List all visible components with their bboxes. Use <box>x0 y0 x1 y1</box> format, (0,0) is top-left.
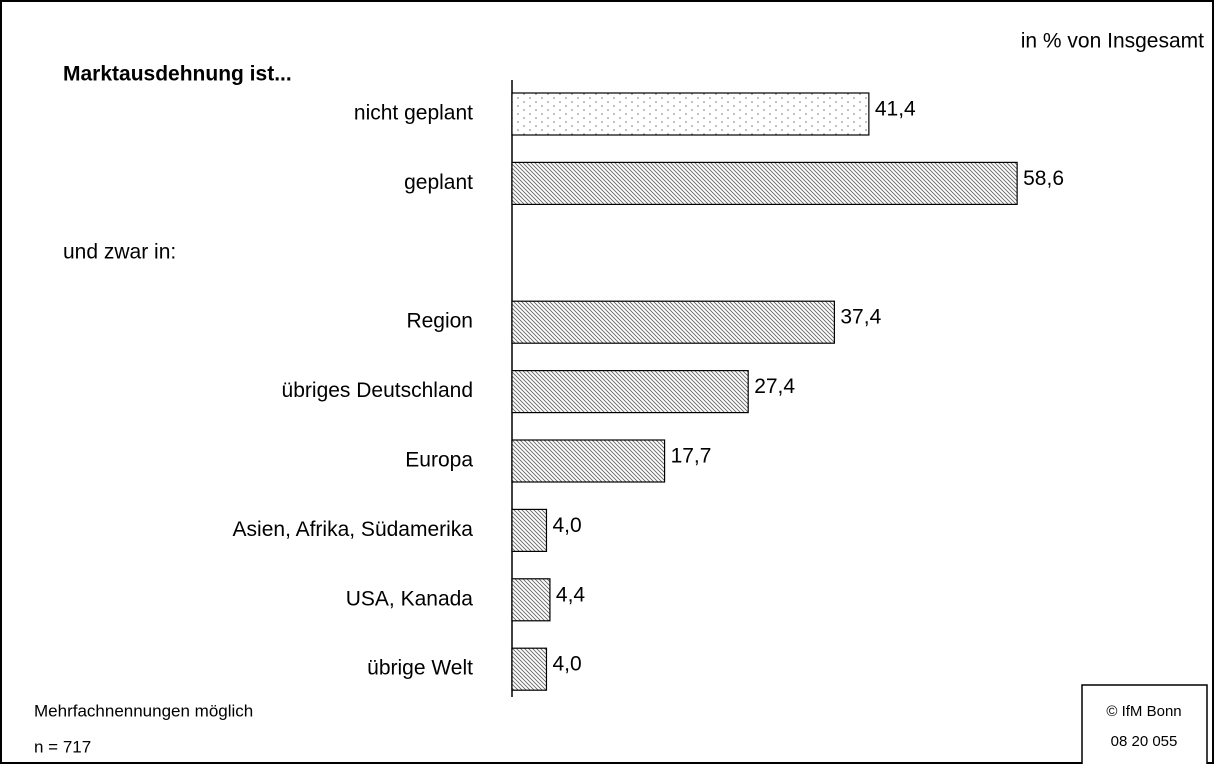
y-tick-label: übrige Welt <box>367 657 473 680</box>
data-label: 17,7 <box>671 445 712 468</box>
source: 08 20 055 <box>1111 733 1178 750</box>
y-tick-label: Europa <box>405 449 473 472</box>
data-label: 4,4 <box>556 583 586 606</box>
bar <box>511 647 548 691</box>
data-label: 58,6 <box>1023 167 1064 190</box>
group-label: und zwar in: <box>63 240 176 263</box>
y-tick-label: nicht geplant <box>354 102 473 125</box>
data-label: 41,4 <box>875 98 916 121</box>
bar <box>511 439 666 483</box>
data-label: 37,4 <box>840 306 881 329</box>
bar <box>511 92 870 136</box>
data-label: 4,0 <box>552 653 581 676</box>
footnote: n = 717 <box>34 737 91 756</box>
y-tick-label: übriges Deutschland <box>282 379 473 402</box>
bar <box>511 578 551 622</box>
unit-note: in % von Insgesamt <box>1021 30 1204 53</box>
data-label: 27,4 <box>754 375 795 398</box>
footnote: Mehrfachnennungen möglich <box>34 701 253 720</box>
source-box <box>1081 684 1208 764</box>
source: © IfM Bonn <box>1106 703 1181 720</box>
y-tick-label: geplant <box>404 171 473 194</box>
bar <box>511 161 1018 205</box>
bar <box>511 300 835 344</box>
y-tick-label: USA, Kanada <box>346 587 474 610</box>
y-tick-label: Asien, Afrika, Südamerika <box>233 518 474 541</box>
y-tick-label: Region <box>406 310 473 333</box>
bar <box>511 508 548 552</box>
bar <box>511 370 749 414</box>
data-label: 4,0 <box>552 514 581 537</box>
chart-title: Marktausdehnung ist... <box>63 63 292 86</box>
